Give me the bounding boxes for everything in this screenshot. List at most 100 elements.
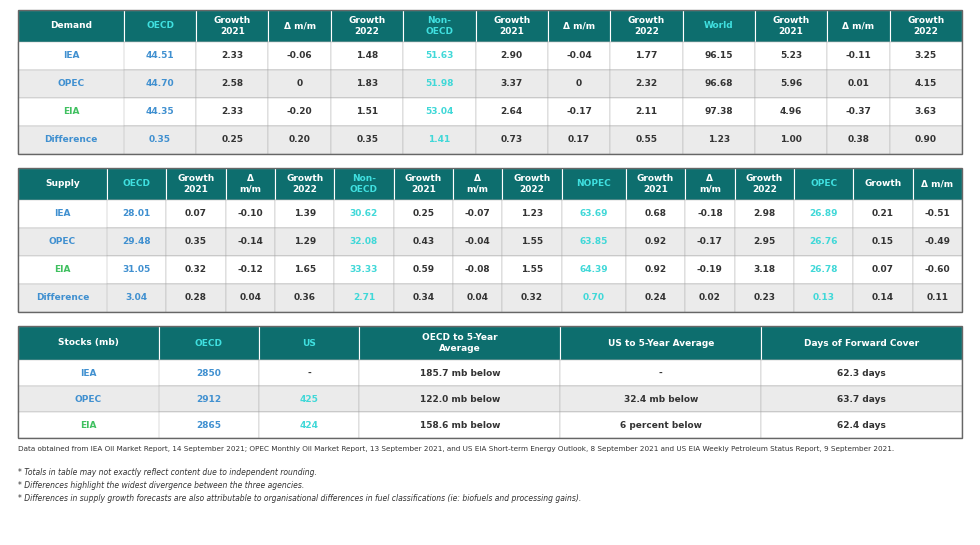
Text: -0.37: -0.37 <box>846 107 871 117</box>
Bar <box>503 228 562 256</box>
Bar <box>167 200 225 228</box>
Bar <box>404 10 475 42</box>
Bar <box>475 126 548 154</box>
Bar <box>562 228 626 256</box>
Text: 2850: 2850 <box>196 368 221 378</box>
Bar <box>611 70 683 98</box>
Bar <box>548 42 611 70</box>
Bar <box>404 98 475 126</box>
Bar <box>755 126 827 154</box>
Bar <box>18 126 962 154</box>
Bar <box>275 168 334 200</box>
Bar <box>275 256 334 284</box>
Bar <box>331 42 404 70</box>
Text: 0.14: 0.14 <box>872 294 894 302</box>
Text: OECD: OECD <box>195 338 222 348</box>
Text: 0.68: 0.68 <box>645 209 666 219</box>
Text: * Differences in supply growth forecasts are also attributable to organisational: * Differences in supply growth forecasts… <box>18 494 581 503</box>
Text: 0.59: 0.59 <box>413 265 434 275</box>
Bar <box>890 126 962 154</box>
Text: Growth
2021: Growth 2021 <box>405 174 442 193</box>
Bar <box>761 360 962 386</box>
Text: 51.63: 51.63 <box>425 51 454 60</box>
Bar <box>755 98 827 126</box>
Text: 44.70: 44.70 <box>146 80 174 88</box>
Bar <box>18 10 962 154</box>
Bar <box>159 412 259 438</box>
Bar <box>562 256 626 284</box>
Text: 1.83: 1.83 <box>356 80 378 88</box>
Bar <box>107 256 167 284</box>
Bar <box>755 70 827 98</box>
Text: 0.35: 0.35 <box>185 238 207 246</box>
Bar <box>331 10 404 42</box>
Text: 1.51: 1.51 <box>356 107 378 117</box>
Bar <box>334 284 394 312</box>
Bar <box>611 10 683 42</box>
Bar <box>562 168 626 200</box>
Text: EIA: EIA <box>63 107 79 117</box>
Text: 0.32: 0.32 <box>185 265 207 275</box>
Text: 26.78: 26.78 <box>809 265 838 275</box>
Text: 158.6 mb below: 158.6 mb below <box>419 421 500 429</box>
Text: 2.11: 2.11 <box>635 107 658 117</box>
Text: 1.48: 1.48 <box>356 51 378 60</box>
Bar <box>123 126 196 154</box>
Text: 33.33: 33.33 <box>350 265 378 275</box>
Text: 0.17: 0.17 <box>568 136 590 144</box>
Bar <box>18 168 962 312</box>
Bar <box>626 168 685 200</box>
Bar <box>503 284 562 312</box>
Bar <box>18 70 962 98</box>
Text: 0.04: 0.04 <box>239 294 262 302</box>
Text: 0: 0 <box>297 80 303 88</box>
Text: Difference: Difference <box>36 294 89 302</box>
Bar <box>167 228 225 256</box>
Text: 3.18: 3.18 <box>754 265 775 275</box>
Bar <box>626 200 685 228</box>
Bar <box>794 168 854 200</box>
Text: IEA: IEA <box>54 209 71 219</box>
Text: 4.15: 4.15 <box>914 80 937 88</box>
Bar <box>890 10 962 42</box>
Text: 1.55: 1.55 <box>521 238 543 246</box>
Text: 0.25: 0.25 <box>413 209 434 219</box>
Bar <box>107 284 167 312</box>
Bar <box>269 70 331 98</box>
Text: Data obtained from IEA Oil Market Report, 14 September 2021; OPEC Monthly Oil Ma: Data obtained from IEA Oil Market Report… <box>18 446 894 452</box>
Bar <box>912 168 962 200</box>
Bar <box>18 200 962 228</box>
Text: 2.98: 2.98 <box>754 209 775 219</box>
Bar <box>167 256 225 284</box>
Bar <box>761 326 962 360</box>
Text: 63.7 days: 63.7 days <box>837 395 886 403</box>
Text: 0.38: 0.38 <box>848 136 869 144</box>
Bar <box>854 200 912 228</box>
Text: 2912: 2912 <box>196 395 221 403</box>
Text: 44.35: 44.35 <box>146 107 174 117</box>
Bar <box>18 360 962 386</box>
Bar <box>503 256 562 284</box>
Text: Growth
2021: Growth 2021 <box>772 16 809 36</box>
Bar <box>827 10 890 42</box>
Text: 28.01: 28.01 <box>122 209 151 219</box>
Text: 1.39: 1.39 <box>294 209 316 219</box>
Text: 2.33: 2.33 <box>221 51 243 60</box>
Bar <box>854 168 912 200</box>
Bar <box>159 360 259 386</box>
Text: OPEC: OPEC <box>74 395 102 403</box>
Text: 122.0 mb below: 122.0 mb below <box>419 395 500 403</box>
Bar <box>225 168 275 200</box>
Bar <box>761 412 962 438</box>
Bar <box>561 326 761 360</box>
Bar <box>685 284 735 312</box>
Bar <box>685 200 735 228</box>
Bar <box>394 200 453 228</box>
Text: 1.00: 1.00 <box>780 136 802 144</box>
Text: OPEC: OPEC <box>58 80 84 88</box>
Text: 0.04: 0.04 <box>466 294 489 302</box>
Bar <box>503 200 562 228</box>
Text: 1.23: 1.23 <box>521 209 543 219</box>
Text: OECD to 5-Year
Average: OECD to 5-Year Average <box>422 334 498 353</box>
Text: 2.58: 2.58 <box>221 80 243 88</box>
